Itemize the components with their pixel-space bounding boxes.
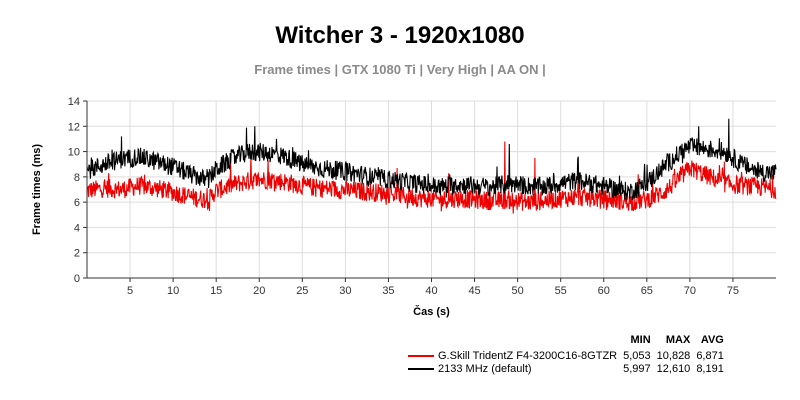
legend-swatch-red <box>408 354 434 357</box>
x-tick-label: 30 <box>339 285 351 297</box>
x-tick-label: 15 <box>210 285 222 297</box>
stats-header-avg: AVG <box>700 334 724 346</box>
x-tick-label: 70 <box>684 285 696 297</box>
y-tick-label: 8 <box>74 172 80 184</box>
x-tick-label: 10 <box>167 285 179 297</box>
legend-entry: G.Skill TridentZ F4-3200C16-8GTZR <box>408 349 617 362</box>
chart-subtitle: Frame times | GTX 1080 Ti | Very High | … <box>254 62 546 77</box>
x-tick-label: 35 <box>382 285 394 297</box>
stat-max: 10,828 <box>656 349 691 362</box>
x-axis-title: Čas (s) <box>413 305 450 318</box>
legend-swatch-black <box>408 367 434 370</box>
series-line-1 <box>86 118 777 201</box>
x-tick-label: 55 <box>555 285 567 297</box>
x-tick-label: 75 <box>727 285 739 297</box>
chart-title: Witcher 3 - 1920x1080 <box>275 22 525 49</box>
legend-entry: 2133 MHz (default) <box>408 362 617 375</box>
stat-avg: 8,191 <box>696 362 724 375</box>
stats-header-series <box>408 331 617 349</box>
x-tick-label: 25 <box>296 285 308 297</box>
legend-row: G.Skill TridentZ F4-3200C16-8GTZR 5,053 … <box>408 349 724 362</box>
y-tick-label: 0 <box>74 273 80 285</box>
x-tick-label: 50 <box>512 285 524 297</box>
y-tick-label: 10 <box>68 147 80 159</box>
legend-series-name: G.Skill TridentZ F4-3200C16-8GTZR <box>438 349 618 362</box>
y-tick-label: 2 <box>74 248 80 260</box>
series-layer <box>86 118 777 214</box>
x-tick-label: 45 <box>468 285 480 297</box>
series-line-0 <box>86 141 777 214</box>
stats-header-max: MAX <box>665 334 691 346</box>
stat-min: 5,053 <box>623 349 651 362</box>
y-axis-title: Frame times (ms) <box>31 144 43 235</box>
legend-series-name: 2133 MHz (default) <box>438 362 532 375</box>
stat-max: 12,610 <box>656 362 691 375</box>
x-tick-label: 65 <box>641 285 653 297</box>
x-tick-label: 40 <box>425 285 437 297</box>
x-tick-label: 20 <box>253 285 265 297</box>
y-tick-label: 12 <box>68 121 80 133</box>
legend-row: 2133 MHz (default) 5,997 12,610 8,191 <box>408 362 724 375</box>
legend-stats-table: MIN MAX AVG G.Skill TridentZ F4-3200C16-… <box>408 331 724 375</box>
y-tick-label: 4 <box>74 222 80 234</box>
y-tick-label: 6 <box>74 197 80 209</box>
axis-layer: 0 2 4 6 8 10 12 14 5 10 15 20 25 30 35 40 45 50 55 60 65 70 75 <box>68 96 776 297</box>
stats-header-min: MIN <box>630 334 651 346</box>
y-tick-label: 14 <box>68 96 80 108</box>
x-tick-label: 60 <box>598 285 610 297</box>
stat-avg: 6,871 <box>696 349 724 362</box>
x-tick-label: 5 <box>127 285 133 297</box>
stat-min: 5,997 <box>623 362 651 375</box>
stats-header-row: MIN MAX AVG <box>408 331 724 349</box>
